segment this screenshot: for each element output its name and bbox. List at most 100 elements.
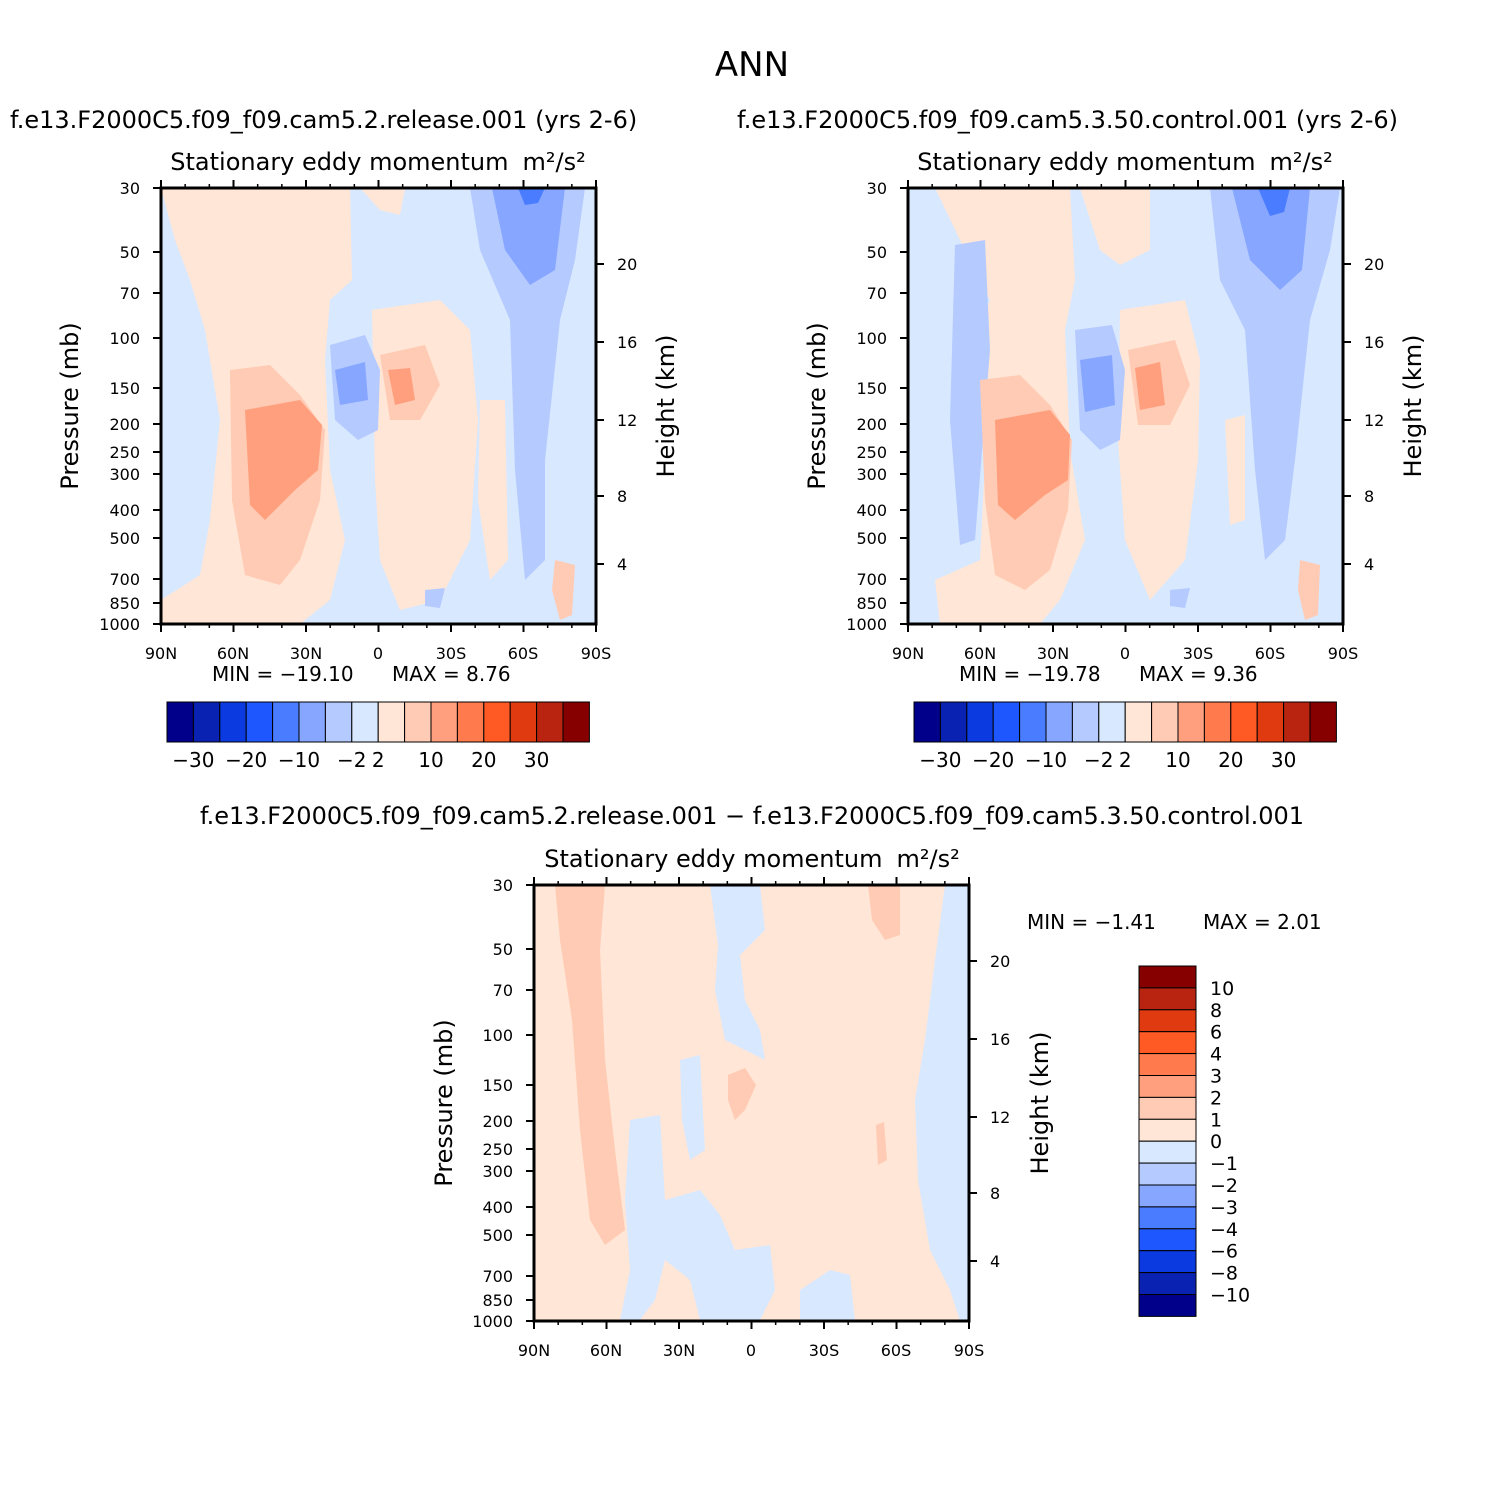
colorbar-box — [1019, 701, 1047, 743]
colorbar-box — [966, 701, 994, 743]
p2-ytick-150: 150 — [856, 379, 887, 398]
colorbar-label: −20 — [972, 748, 1014, 772]
p2-neg-region-sh — [1210, 188, 1340, 560]
colorbar-label: 6 — [1210, 1022, 1222, 1044]
colorbar-box — [939, 701, 968, 743]
colorbar-box — [1138, 1294, 1197, 1317]
panel-3-min: MIN = −1.41 — [1027, 910, 1156, 934]
p1-xtick-60s: 60S — [508, 644, 539, 663]
colorbar-box — [1138, 1053, 1197, 1076]
p2-xtick-60n: 60N — [964, 644, 996, 663]
p1-xtick-30n: 30N — [290, 644, 322, 663]
p3-neg-region-sh2 — [915, 885, 969, 1321]
p1-neg-region-sh — [470, 188, 585, 580]
p1-rtick-20: 20 — [617, 255, 637, 274]
colorbar-box — [913, 701, 941, 743]
p1-ytick-400: 400 — [109, 501, 140, 520]
panel-1-field — [161, 188, 596, 624]
figure-title: ANN — [715, 45, 789, 85]
p3-pos-region-nh — [555, 885, 625, 1245]
p2-neg-region-nh — [950, 240, 990, 545]
colorbar-box — [456, 701, 485, 743]
p3-ytick-400: 400 — [482, 1198, 513, 1217]
p1-pos-region-eq2 — [388, 368, 415, 405]
colorbar-label: 10 — [1210, 978, 1234, 1000]
p2-xtick-90s: 90S — [1328, 644, 1359, 663]
panel-3-field — [534, 885, 969, 1321]
colorbar-label: −30 — [172, 748, 214, 772]
p2-ytick-300: 300 — [856, 465, 887, 484]
colorbar-box — [1138, 1140, 1197, 1164]
panel-3-ylabel-right: Height (km) — [1026, 1032, 1054, 1175]
p1-ytick-200: 200 — [109, 415, 140, 434]
p3-ytick-300: 300 — [482, 1162, 513, 1181]
colorbar-box — [992, 701, 1021, 743]
p2-neg-region-eq2 — [1080, 355, 1115, 412]
colorbar-label: 30 — [524, 748, 549, 772]
p2-pos-region-strat — [1080, 188, 1150, 265]
p3-xtick-90s: 90S — [954, 1341, 985, 1360]
colorbar-label: −3 — [1210, 1197, 1238, 1219]
p1-ytick-250: 250 — [109, 443, 140, 462]
colorbar-box — [1098, 701, 1126, 743]
colorbar-label: 0 — [1210, 1131, 1222, 1153]
p3-neg-region-nh — [620, 1115, 775, 1320]
colorbar-box — [1138, 1096, 1197, 1120]
p3-ytick-250: 250 — [482, 1140, 513, 1159]
p1-ytick-30: 30 — [120, 179, 140, 198]
p1-neg-region-sh2 — [492, 188, 565, 285]
p2-ytick-30: 30 — [867, 179, 887, 198]
p1-ytick-70: 70 — [120, 284, 140, 303]
colorbar-box — [1203, 701, 1232, 743]
p1-rtick-12: 12 — [617, 411, 637, 430]
p3-pos-region-eq — [728, 1068, 756, 1120]
p2-ytick-50: 50 — [867, 243, 887, 262]
p3-rtick-12: 12 — [990, 1108, 1010, 1127]
p3-xtick-90n: 90N — [518, 1341, 550, 1360]
colorbar-2: −30 −20 −10 −2 2 10 20 30 — [913, 701, 1337, 772]
colorbar-1: −30 −20 −10 −2 2 10 20 30 — [166, 701, 590, 772]
panel-1-ylabel: Pressure (mb) — [56, 322, 84, 489]
colorbar-box — [1138, 1031, 1197, 1055]
colorbar-box — [509, 701, 538, 743]
p2-ytick-200: 200 — [856, 415, 887, 434]
p1-ytick-850: 850 — [109, 594, 140, 613]
p2-ytick-1000: 1000 — [846, 615, 887, 634]
colorbar-box — [1138, 1250, 1197, 1274]
p3-xtick-0: 0 — [746, 1341, 756, 1360]
colorbar-box — [562, 701, 590, 743]
p1-xtick-60n: 60N — [217, 644, 249, 663]
p1-ytick-500: 500 — [109, 529, 140, 548]
p2-ytick-500: 500 — [856, 529, 887, 548]
colorbar-label: 2 — [1119, 748, 1132, 772]
colorbar-label: 4 — [1210, 1044, 1222, 1066]
panel-3-case: f.e13.F2000C5.f09_f09.cam5.2.release.001… — [200, 802, 1304, 830]
p1-neg-region-eq2 — [335, 362, 368, 405]
colorbar-box — [1230, 701, 1258, 743]
p2-xtick-30n: 30N — [1037, 644, 1069, 663]
p3-rtick-16: 16 — [990, 1030, 1010, 1049]
colorbar-box — [377, 701, 406, 743]
colorbar-box — [1138, 965, 1197, 989]
panel-3-max: MAX = 2.01 — [1203, 910, 1322, 934]
colorbar-box — [1138, 1118, 1197, 1142]
p2-rtick-16: 16 — [1364, 333, 1384, 352]
colorbar-box — [324, 701, 353, 743]
panel-3: f.e13.F2000C5.f09_f09.cam5.2.release.001… — [200, 802, 1322, 1360]
panel-3-ylabel: Pressure (mb) — [430, 1019, 458, 1186]
p1-xtick-0: 0 — [373, 644, 383, 663]
p1-ytick-50: 50 — [120, 243, 140, 262]
colorbar-box — [1177, 701, 1205, 743]
colorbar-label: 2 — [1210, 1087, 1222, 1109]
p2-rtick-20: 20 — [1364, 255, 1384, 274]
colorbar-box — [192, 701, 221, 743]
p1-pos-region-bottom — [552, 560, 575, 620]
tick-marks — [153, 180, 1351, 1329]
colorbar-box — [166, 701, 194, 743]
colorbar-label: 3 — [1210, 1066, 1222, 1088]
p2-pos-region-sh — [1225, 415, 1245, 525]
colorbar-label: 1 — [1210, 1109, 1222, 1131]
colorbar-label: −4 — [1210, 1219, 1238, 1241]
